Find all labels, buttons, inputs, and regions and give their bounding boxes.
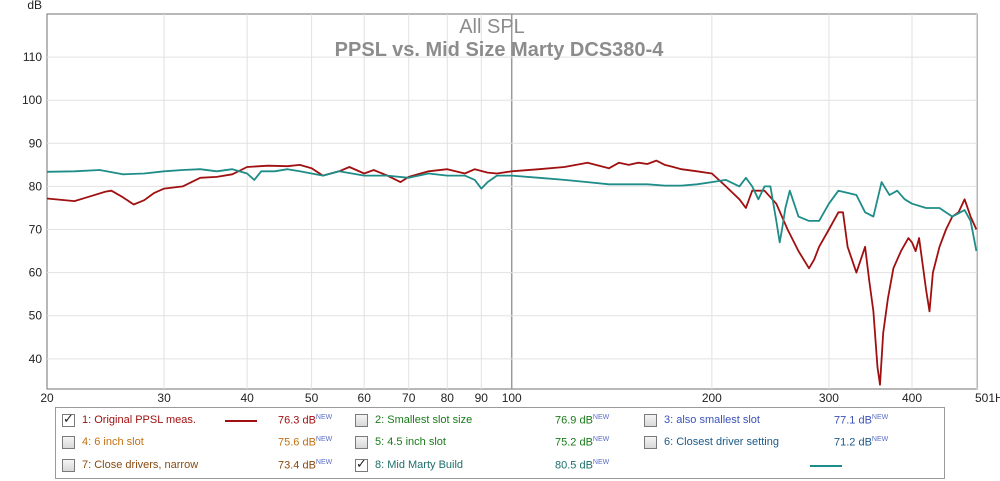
legend-label: 8: Mid Marty Build: [375, 459, 464, 471]
y-tick-label: 100: [22, 93, 42, 107]
legend-swatch: [810, 465, 842, 467]
y-tick-label: 110: [23, 50, 42, 64]
x-tick-label: 80: [441, 391, 455, 404]
x-tick-label: 70: [402, 391, 416, 404]
legend-checkbox[interactable]: [644, 414, 657, 427]
legend-new-tag: NEW: [592, 414, 610, 421]
legend-checkbox[interactable]: ✓: [355, 457, 368, 472]
legend-item: 6: Closest driver setting 71.2 dBNEW: [644, 435, 934, 453]
legend-item: 5: 4.5 inch slot 75.2 dBNEW: [355, 435, 640, 453]
x-tick-label: 60: [358, 391, 372, 404]
x-tick-label: 200: [702, 391, 722, 404]
legend-value: 76.3 dBNEW: [278, 414, 333, 427]
legend-new-tag: NEW: [592, 436, 610, 443]
legend-item: 7: Close drivers, narrow 73.4 dBNEW: [62, 458, 347, 476]
chart-subtitle: PPSL vs. Mid Size Marty DCS380-4: [335, 39, 665, 61]
legend-value: 80.5 dBNEW: [555, 459, 610, 472]
legend-label: 2: Smallest slot size: [375, 414, 473, 426]
y-tick-label: 70: [29, 223, 43, 237]
legend-label: 4: 6 inch slot: [82, 436, 144, 448]
y-axis-unit-label: dB: [27, 0, 42, 12]
legend-panel: ✓ 1: Original PPSL meas. 76.3 dBNEW 2: Smal…: [55, 407, 945, 479]
legend-value: 73.4 dBNEW: [278, 459, 333, 472]
legend-label: 5: 4.5 inch slot: [375, 436, 446, 448]
chart-title: All SPL: [459, 16, 525, 38]
check-icon: ✓: [63, 412, 74, 427]
series-line-2: [46, 168, 978, 252]
legend-new-tag: NEW: [315, 459, 333, 466]
legend-item: 3: also smallest slot 77.1 dBNEW: [644, 413, 934, 431]
y-tick-label: 90: [29, 136, 43, 150]
x-tick-label: 100: [502, 391, 522, 404]
legend-checkbox[interactable]: [355, 414, 368, 427]
legend-item: ✓ 1: Original PPSL meas. 76.3 dBNEW: [62, 412, 347, 431]
grid-lines: [47, 14, 977, 389]
x-tick-label: 90: [475, 391, 489, 404]
legend-value: 76.9 dBNEW: [555, 414, 610, 427]
legend-checkbox[interactable]: [62, 459, 75, 472]
x-tick-label: 20: [40, 391, 54, 404]
legend-checkbox[interactable]: [355, 436, 368, 449]
legend-checkbox[interactable]: ✓: [62, 412, 75, 427]
legend-new-tag: NEW: [871, 414, 889, 421]
x-tick-label: 300: [819, 391, 839, 404]
y-axis-ticks: 40 50 60 70 80 90 100 110 dB: [22, 0, 42, 366]
legend-new-tag: NEW: [315, 436, 333, 443]
spl-chart: 20 30 40 50 60 70 80 90 100 200 300 400 501Hz 40 50 60…: [22, 0, 1000, 404]
x-tick-label: 50: [305, 391, 319, 404]
x-axis-ticks: 20 30 40 50 60 70 80 90 100 200 300 400 501Hz: [40, 391, 1000, 404]
legend-checkbox[interactable]: [644, 436, 657, 449]
x-tick-label: 30: [157, 391, 171, 404]
legend-value: 75.2 dBNEW: [555, 436, 610, 449]
legend-item: ✓ 8: Mid Marty Build 80.5 dBNEW: [355, 457, 842, 476]
x-tick-label: 400: [902, 391, 922, 404]
legend-item: 2: Smallest slot size 76.9 dBNEW: [355, 413, 640, 431]
y-tick-label: 60: [29, 266, 43, 280]
y-tick-label: 80: [29, 179, 43, 193]
legend-checkbox[interactable]: [62, 436, 75, 449]
x-tick-label: 40: [240, 391, 254, 404]
legend-new-tag: NEW: [592, 459, 610, 466]
legend-new-tag: NEW: [315, 414, 333, 421]
series-lines: [46, 159, 978, 386]
legend-value: 77.1 dBNEW: [834, 414, 889, 427]
legend-swatch: [225, 420, 257, 422]
y-tick-label: 40: [29, 352, 43, 366]
legend-label: 6: Closest driver setting: [664, 436, 779, 448]
legend-label: 3: also smallest slot: [664, 414, 760, 426]
legend-label: 1: Original PPSL meas.: [82, 414, 196, 426]
series-line-1: [46, 159, 978, 386]
legend-value: 75.6 dBNEW: [278, 436, 333, 449]
x-tick-label: 501Hz: [975, 391, 1000, 404]
legend-value: 71.2 dBNEW: [834, 436, 889, 449]
legend-label: 7: Close drivers, narrow: [82, 459, 199, 471]
legend-new-tag: NEW: [871, 436, 889, 443]
y-tick-label: 50: [29, 309, 43, 323]
check-icon: ✓: [356, 457, 367, 472]
legend-item: 4: 6 inch slot 75.6 dBNEW: [62, 435, 347, 453]
